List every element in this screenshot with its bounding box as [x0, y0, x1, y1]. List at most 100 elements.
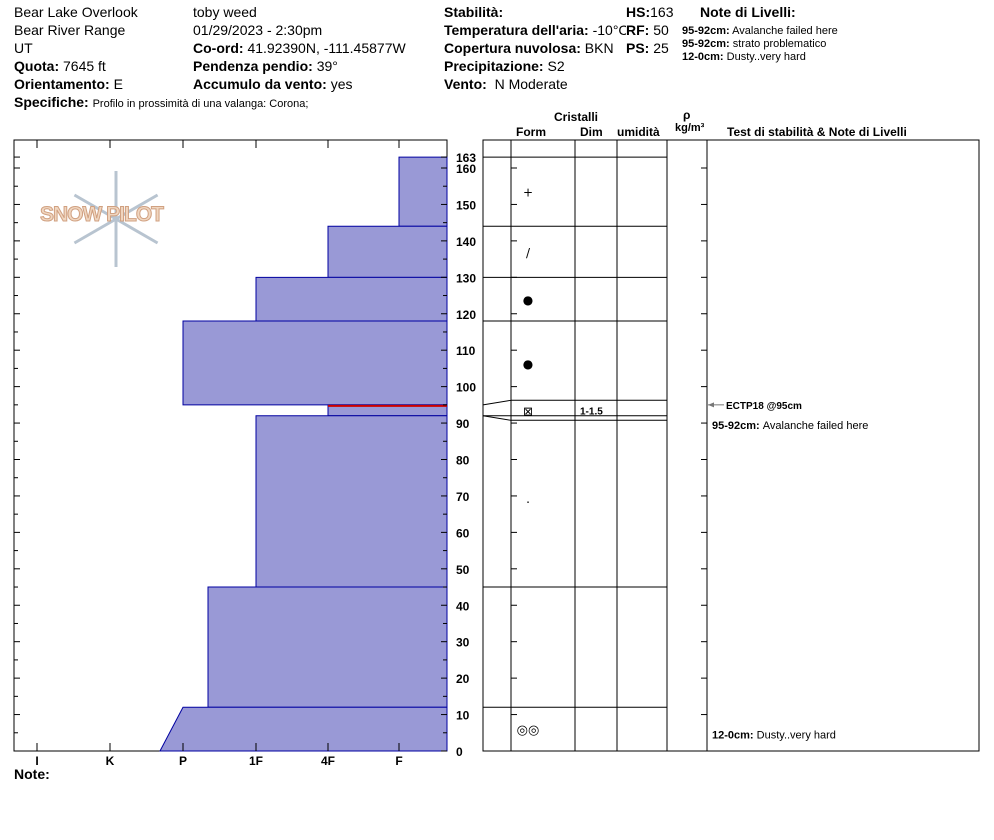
rf: RF: 50	[626, 21, 669, 39]
wind-loading: Accumulo da vento: yes	[193, 75, 352, 93]
humidity-header: umidità	[617, 125, 660, 139]
form-header: Form	[516, 125, 546, 139]
layer-note-text: Avalanche failed here	[732, 25, 838, 37]
layer-annotation: 95-92cm: Avalanche failed here	[712, 420, 868, 432]
elevation-label: Quota:	[14, 58, 60, 74]
precip: Precipitazione: S2	[444, 57, 565, 75]
depth-tick-label: 10	[456, 709, 470, 723]
slope-value: 39°	[316, 58, 338, 74]
wind-loading-value: yes	[330, 76, 353, 92]
annotation-text: Dusty..very hard	[757, 729, 836, 741]
observer: toby weed	[193, 4, 257, 20]
hardness-layer-bar	[255, 415, 448, 588]
state: UT	[14, 40, 33, 56]
air-temp: Temperatura dell'aria: -10°C	[444, 21, 629, 39]
cloud-value: BKN	[584, 40, 614, 56]
aspect-value: E	[113, 76, 123, 92]
crystals-header: Cristalli	[554, 110, 599, 124]
specifics: Specifiche: Profilo in prossimità di una…	[14, 93, 308, 111]
layer-note: 12-0cm: Dusty..very hard	[682, 51, 806, 63]
elevation-value: 7645 ft	[63, 58, 106, 74]
depth-tick-label: 160	[456, 162, 476, 176]
grain-form-symbol: /	[526, 246, 531, 260]
depth-tick-label: 80	[456, 454, 470, 468]
stability: Stabilità:	[444, 3, 503, 21]
cloud: Copertura nuvolosa: BKN	[444, 39, 614, 57]
hardness-tick-label: 4F	[321, 754, 335, 768]
hardness-layer-bar	[159, 706, 448, 752]
depth-tick-label: 150	[456, 198, 476, 212]
aspect: Orientamento: E	[14, 75, 123, 93]
layer-note-text: strato problematico	[732, 38, 827, 50]
wind-value: N Moderate	[494, 76, 568, 92]
grain-form-symbol: ⊠	[523, 404, 533, 418]
ps-value: 25	[653, 40, 669, 56]
rho-header: ρ	[683, 108, 691, 122]
ps-label: PS:	[626, 40, 650, 56]
grain-form-symbol: ●	[523, 293, 533, 307]
grain-form-symbol: ◎◎	[517, 723, 540, 738]
hardness-tick-label: 1F	[249, 754, 263, 768]
annotation-text: Avalanche failed here	[763, 420, 869, 432]
layer-note-depth: 95-92cm:	[682, 38, 730, 50]
grain-form-symbol: ●	[523, 357, 533, 371]
precip-label: Precipitazione:	[444, 58, 544, 74]
ps: PS: 25	[626, 39, 669, 57]
precip-value: S2	[547, 58, 565, 74]
stability-label: Stabilità:	[444, 4, 504, 20]
slope-label: Pendenza pendio:	[193, 58, 313, 74]
depth-tick-label: 50	[456, 563, 470, 577]
wind-label: Vento:	[444, 76, 487, 92]
layer-note: 95-92cm: strato problematico	[682, 38, 826, 50]
hardness-layer-bar	[182, 320, 448, 406]
grain-form-symbol: ·	[526, 495, 530, 509]
layer-notes-title: Note di Livelli:	[700, 4, 796, 20]
hardness-tick-label: F	[395, 754, 402, 768]
hardness-layer-bar	[327, 225, 448, 278]
specifics-value: Profilo in prossimità di una valanga: Co…	[92, 98, 309, 110]
layer-annotation: 12-0cm: Dusty..very hard	[712, 729, 836, 741]
grain-size-value: 1-1.5	[580, 406, 603, 417]
depth-tick-label: 30	[456, 636, 470, 650]
air-temp-value: -10°C	[592, 22, 629, 38]
layer-connector-line	[482, 399, 512, 406]
hardness-layer-bar	[398, 156, 448, 227]
specifics-label: Specifiche:	[14, 94, 89, 110]
snowpilot-logo: SNOW PILOT	[40, 203, 165, 226]
depth-tick-label: 90	[456, 417, 470, 431]
air-temp-label: Temperatura dell'aria:	[444, 22, 589, 38]
grain-form-symbol: +	[523, 186, 533, 200]
wind-loading-label: Accumulo da vento:	[193, 76, 327, 92]
range: Bear River Range	[14, 22, 126, 38]
layer-note: 95-92cm: Avalanche failed here	[682, 25, 838, 37]
hs: HS:163	[626, 3, 674, 21]
depth-tick-label: 120	[456, 308, 476, 322]
depth-tick-label: 70	[456, 490, 470, 504]
wind: Vento: N Moderate	[444, 75, 568, 93]
hs-label: HS:	[626, 4, 651, 20]
hardness-tick-label: P	[179, 754, 187, 768]
tests-header: Test di stabilità & Note di Livelli	[727, 125, 907, 139]
snowflake-icon	[73, 171, 159, 267]
layer-note-depth: 12-0cm:	[682, 51, 724, 63]
datetime: 01/29/2023 - 2:30pm	[193, 22, 323, 38]
layer-connector-line	[482, 415, 512, 421]
location: Bear Lake Overlook	[14, 4, 138, 20]
coord-label: Co-ord:	[193, 40, 244, 56]
hs-value: 163	[650, 4, 674, 20]
hardness-layer-bar	[207, 586, 448, 708]
elevation: Quota: 7645 ft	[14, 57, 106, 75]
aspect-label: Orientamento:	[14, 76, 110, 92]
layer-note-depth: 95-92cm:	[682, 25, 730, 37]
annotation-depth: 95-92cm:	[712, 420, 763, 432]
test-arrowhead-icon	[708, 402, 714, 408]
density-header: kg/m³	[675, 122, 705, 134]
cloud-label: Copertura nuvolosa:	[444, 40, 581, 56]
note-label: Note:	[14, 766, 50, 782]
layer-table-frame	[482, 139, 980, 752]
rf-label: RF:	[626, 22, 650, 38]
depth-tick-label: 40	[456, 599, 470, 613]
coord: Co-ord: 41.92390N, -111.45877W	[193, 39, 406, 57]
